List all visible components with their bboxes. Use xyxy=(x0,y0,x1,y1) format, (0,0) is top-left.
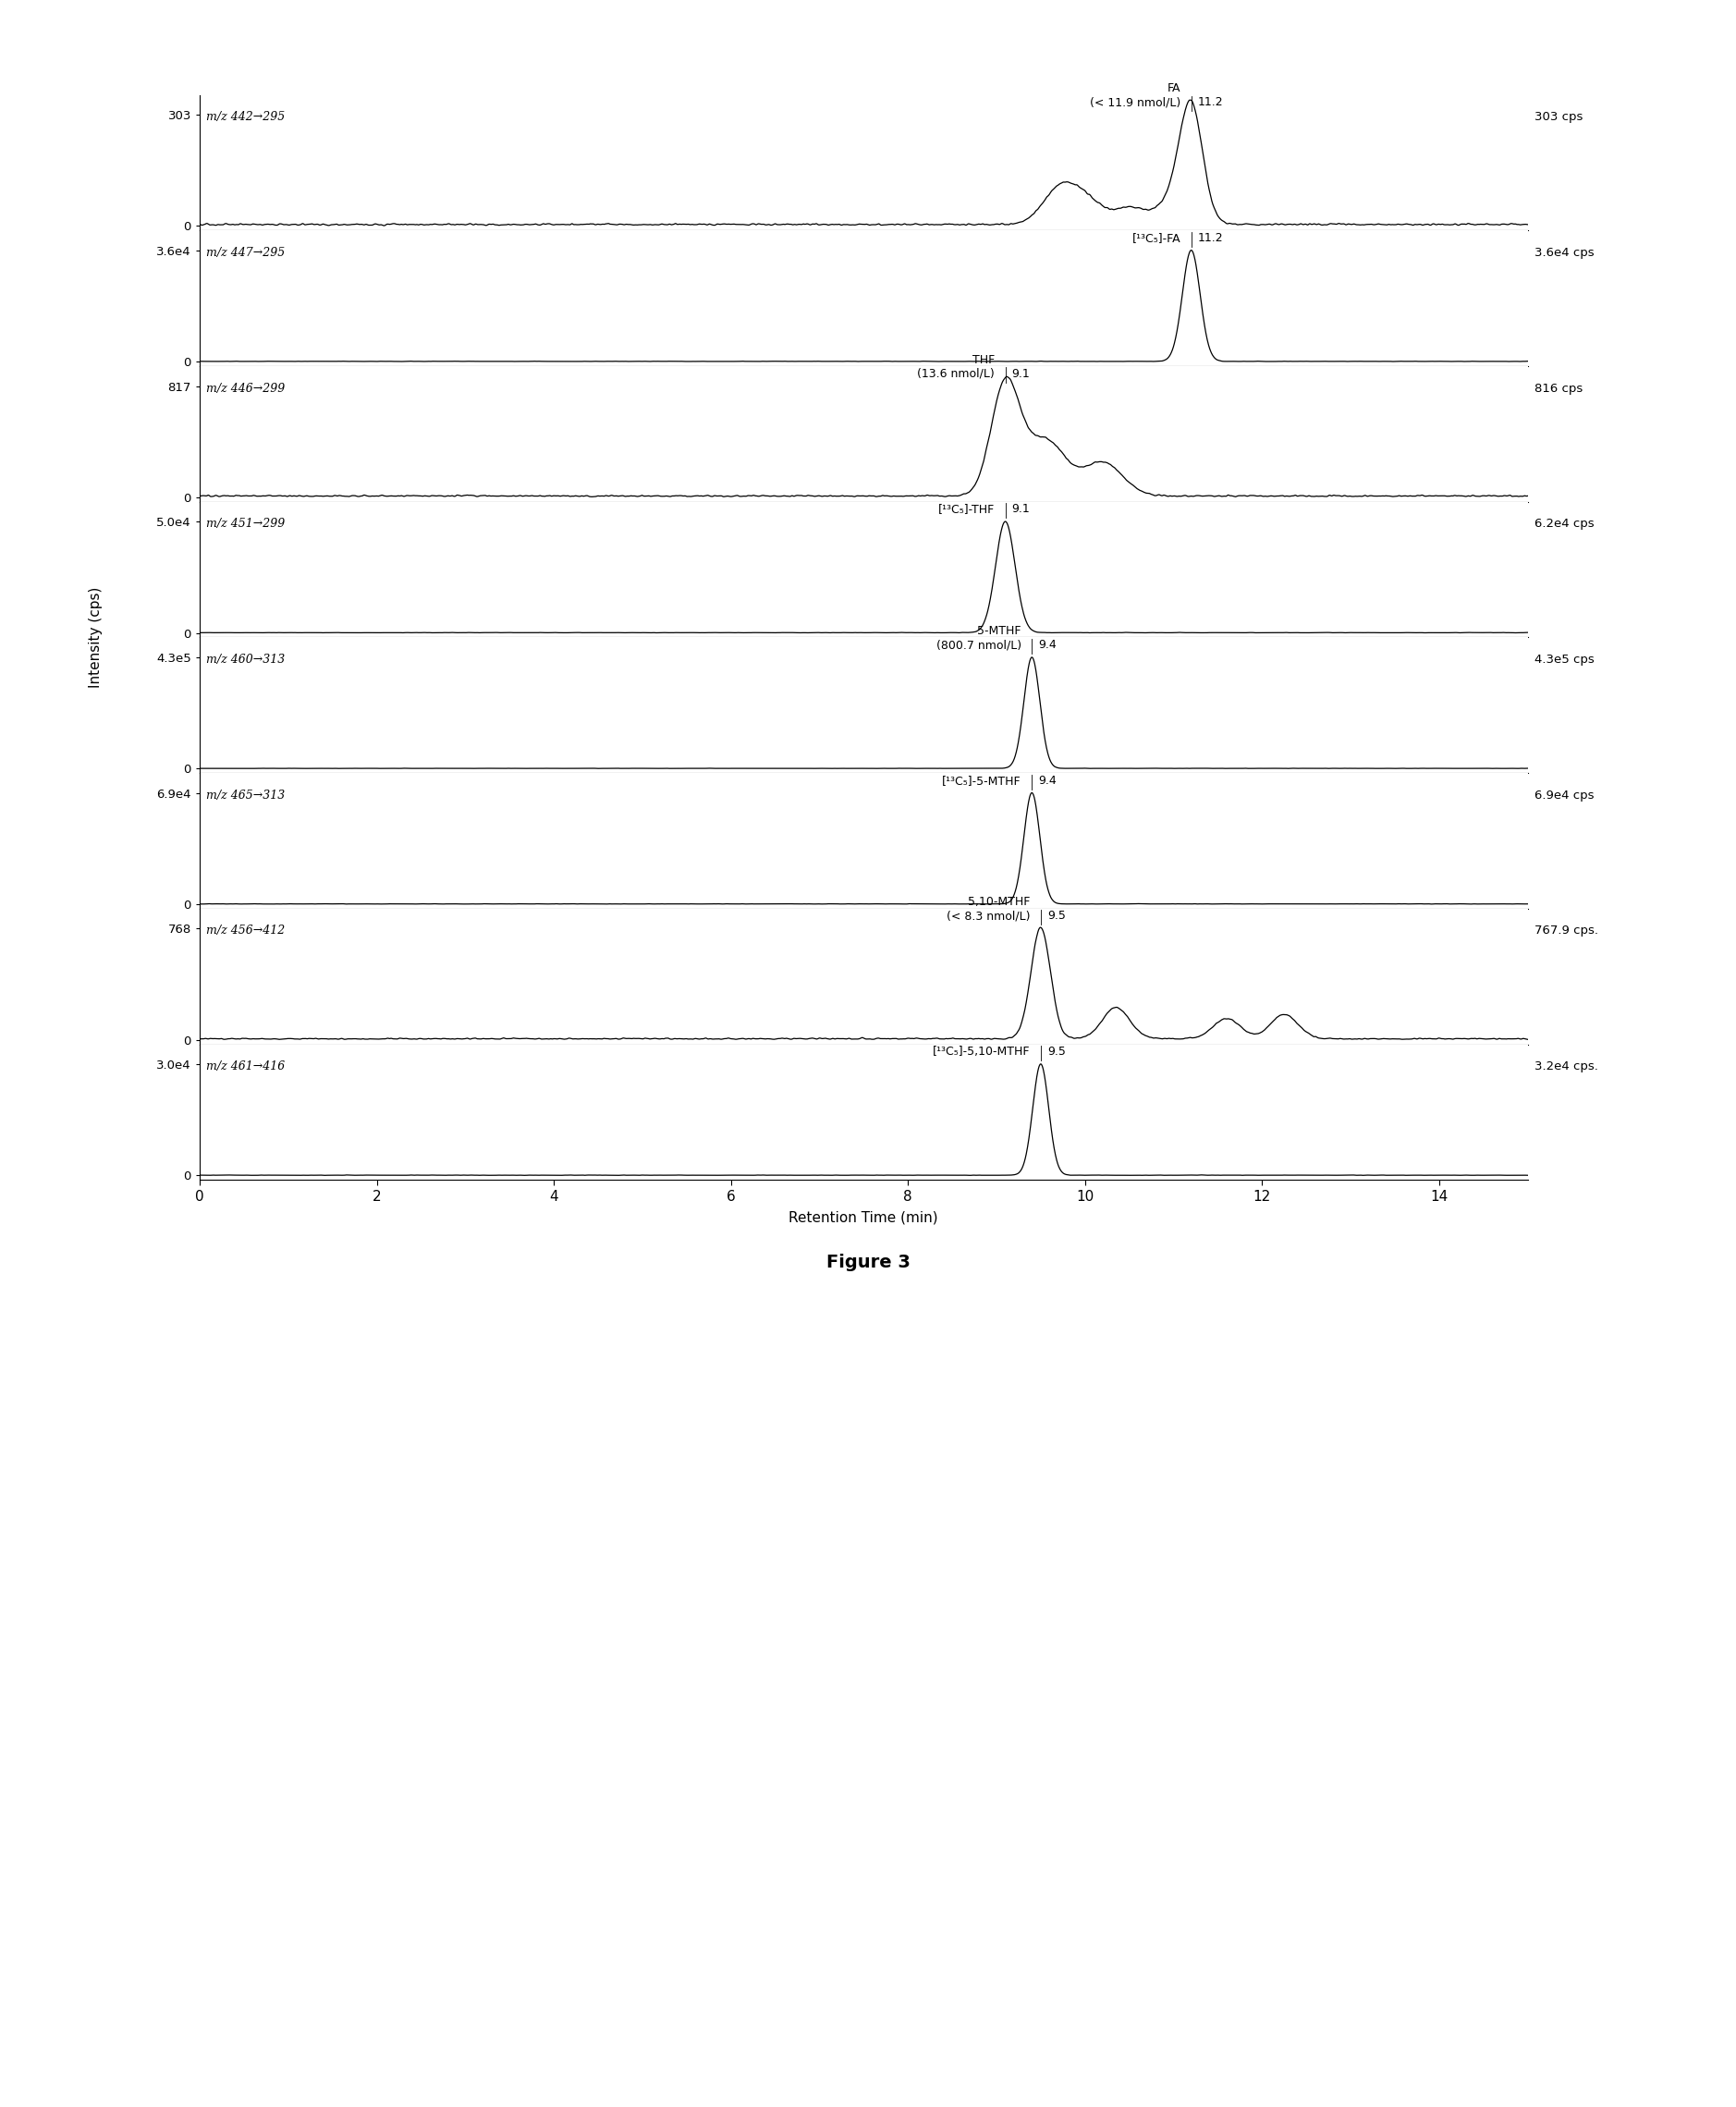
Text: m/z 451→299: m/z 451→299 xyxy=(207,518,285,531)
Text: m/z 447→295: m/z 447→295 xyxy=(207,247,285,259)
Text: 11.2: 11.2 xyxy=(1198,232,1224,244)
Text: 9.1: 9.1 xyxy=(1012,367,1029,379)
Text: 6.9e4 cps: 6.9e4 cps xyxy=(1535,790,1594,801)
Text: 5-MTHF
(800.7 nmol/L): 5-MTHF (800.7 nmol/L) xyxy=(936,626,1021,651)
Text: [¹³C₅]-THF: [¹³C₅]-THF xyxy=(937,504,995,516)
Text: [¹³C₅]-FA: [¹³C₅]-FA xyxy=(1132,232,1180,244)
Text: 9.5: 9.5 xyxy=(1047,910,1066,923)
Text: Intensity (cps): Intensity (cps) xyxy=(89,588,102,687)
Text: THF
(13.6 nmol/L): THF (13.6 nmol/L) xyxy=(917,354,995,379)
Text: m/z 442→295: m/z 442→295 xyxy=(207,112,285,122)
Text: 3.2e4 cps.: 3.2e4 cps. xyxy=(1535,1060,1597,1072)
Text: 3.6e4 cps: 3.6e4 cps xyxy=(1535,247,1594,259)
Text: 9.4: 9.4 xyxy=(1038,638,1057,651)
Text: m/z 461→416: m/z 461→416 xyxy=(207,1060,285,1072)
Text: [¹³C₅]-5-MTHF: [¹³C₅]-5-MTHF xyxy=(943,775,1021,786)
Text: m/z 456→412: m/z 456→412 xyxy=(207,925,285,938)
Text: 4.3e5 cps: 4.3e5 cps xyxy=(1535,653,1594,666)
Text: FA
(< 11.9 nmol/L): FA (< 11.9 nmol/L) xyxy=(1090,82,1180,107)
Text: 303 cps: 303 cps xyxy=(1535,112,1583,122)
Text: m/z 446→299: m/z 446→299 xyxy=(207,381,285,394)
Text: m/z 460→313: m/z 460→313 xyxy=(207,653,285,666)
Text: 5,10-MTHF
(< 8.3 nmol/L): 5,10-MTHF (< 8.3 nmol/L) xyxy=(946,895,1029,923)
Text: 11.2: 11.2 xyxy=(1198,97,1224,107)
Text: Figure 3: Figure 3 xyxy=(826,1254,910,1271)
Text: 9.1: 9.1 xyxy=(1012,504,1029,516)
Text: 9.5: 9.5 xyxy=(1047,1045,1066,1058)
Text: [¹³C₅]-5,10-MTHF: [¹³C₅]-5,10-MTHF xyxy=(932,1045,1029,1058)
X-axis label: Retention Time (min): Retention Time (min) xyxy=(788,1212,939,1224)
Text: 9.4: 9.4 xyxy=(1038,775,1057,786)
Text: 816 cps: 816 cps xyxy=(1535,381,1583,394)
Text: 6.2e4 cps: 6.2e4 cps xyxy=(1535,518,1594,531)
Text: m/z 465→313: m/z 465→313 xyxy=(207,790,285,801)
Text: 767.9 cps.: 767.9 cps. xyxy=(1535,925,1599,938)
